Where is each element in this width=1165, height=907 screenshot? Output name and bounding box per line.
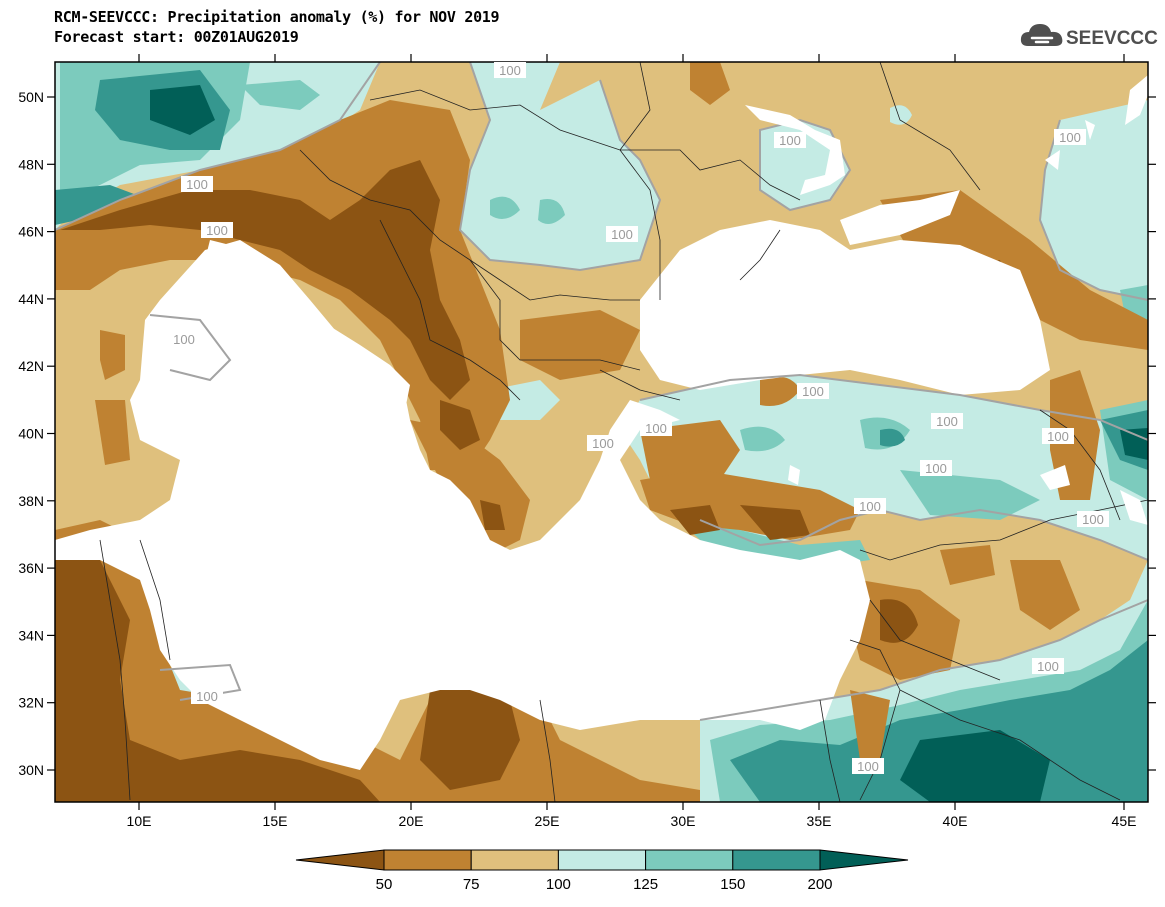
logo-text: SEEVCCC [1066, 28, 1158, 49]
svg-text:100: 100 [1082, 512, 1104, 527]
lat-tick-label: 42N [18, 358, 44, 374]
map-field [55, 62, 1148, 802]
svg-text:100: 100 [1047, 429, 1069, 444]
svg-text:100: 100 [186, 177, 208, 192]
svg-text:100: 100 [802, 384, 824, 399]
lat-tick-label: 44N [18, 291, 44, 307]
seevccc-logo: SEEVCCC [1018, 20, 1158, 60]
lon-tick-label: 15E [263, 813, 288, 829]
svg-text:100: 100 [779, 133, 801, 148]
contour-label: 100 [931, 413, 963, 429]
contour-label: 100 [920, 460, 952, 476]
colorbar-segment [732, 849, 821, 871]
contour-label: 100 [181, 176, 213, 192]
lat-tick-label: 36N [18, 560, 44, 576]
svg-text:100: 100 [592, 436, 614, 451]
contour-label: 100 [191, 688, 223, 704]
contour-label: 100 [168, 331, 200, 347]
colorbar-segment [295, 849, 385, 871]
svg-text:100: 100 [936, 414, 958, 429]
colorbar-segment [470, 849, 559, 871]
cloud-icon [1020, 24, 1063, 46]
contour-label: 100 [640, 420, 672, 436]
svg-text:100: 100 [1059, 130, 1081, 145]
map-frame [54, 61, 1149, 803]
svg-text:100: 100 [173, 332, 195, 347]
lat-tick-label: 34N [18, 627, 44, 643]
contour-label: 100 [1054, 129, 1086, 145]
latitude-axis: 50N 48N 46N 44N 42N 40N 38N 36N 34N 32N 30N [18, 89, 1156, 778]
chart-title: RCM-SEEVCCC: Precipitation anomaly (%) f… [54, 8, 500, 26]
lon-tick-label: 25E [535, 813, 560, 829]
contour-label: 100 [1032, 658, 1064, 674]
colorbar-segment [819, 849, 909, 871]
lat-tick-label: 40N [18, 426, 44, 442]
contour-label: 100 [774, 132, 806, 148]
contour-label: 100 [201, 222, 233, 238]
contour-label: 100 [854, 498, 886, 514]
svg-text:100: 100 [925, 461, 947, 476]
lat-tick-label: 46N [18, 224, 44, 240]
contour-label: 100 [1077, 511, 1109, 527]
forecast-start: Forecast start: 00Z01AUG2019 [54, 28, 299, 46]
contour-labels: 100 100 100 100 100 100 100 100 100 100 100 100 100 1… [168, 62, 1109, 774]
lon-tick-label: 35E [807, 813, 832, 829]
svg-text:100: 100 [206, 223, 228, 238]
svg-text:100: 100 [645, 421, 667, 436]
contour-label: 100 [494, 62, 526, 78]
contour-label: 100 [587, 435, 619, 451]
lon-tick-label: 45E [1112, 813, 1137, 829]
lon-tick-label: 10E [127, 813, 152, 829]
colorbar-label: 75 [463, 876, 480, 893]
sea-areas [55, 190, 1050, 770]
lat-tick-label: 48N [18, 156, 44, 172]
colorbar-label: 200 [807, 876, 832, 893]
svg-text:100: 100 [859, 499, 881, 514]
colorbar-label: 100 [546, 876, 571, 893]
lat-tick-label: 38N [18, 493, 44, 509]
contour-label: 100 [797, 383, 829, 399]
contour-label: 100 [1042, 428, 1074, 444]
contour-100-lines [55, 62, 1148, 721]
colorbar-label: 50 [376, 876, 393, 893]
colorbar-label: 125 [633, 876, 658, 893]
masked-areas [745, 75, 1148, 525]
longitude-axis: 10E 15E 20E 25E 30E 35E 40E 45E [127, 54, 1137, 829]
svg-text:100: 100 [499, 63, 521, 78]
svg-text:100: 100 [857, 759, 879, 774]
contour-label: 100 [852, 758, 884, 774]
colorbar-segment [557, 849, 647, 871]
lon-tick-label: 20E [399, 813, 424, 829]
colorbar-label: 150 [720, 876, 745, 893]
lon-tick-label: 40E [943, 813, 968, 829]
lat-tick-label: 30N [18, 762, 44, 778]
anomaly-regions-above-200 [150, 85, 1148, 802]
colorbar-segment [383, 849, 472, 871]
lon-tick-label: 30E [671, 813, 696, 829]
svg-text:100: 100 [1037, 659, 1059, 674]
colorbar-segment [645, 849, 734, 871]
svg-text:100: 100 [611, 227, 633, 242]
colorbar: 50 75 100 125 150 200 [295, 849, 909, 893]
country-borders [99, 62, 1148, 802]
lat-tick-label: 32N [18, 695, 44, 711]
lat-tick-label: 50N [18, 89, 44, 105]
contour-label: 100 [606, 226, 638, 242]
svg-text:100: 100 [196, 689, 218, 704]
